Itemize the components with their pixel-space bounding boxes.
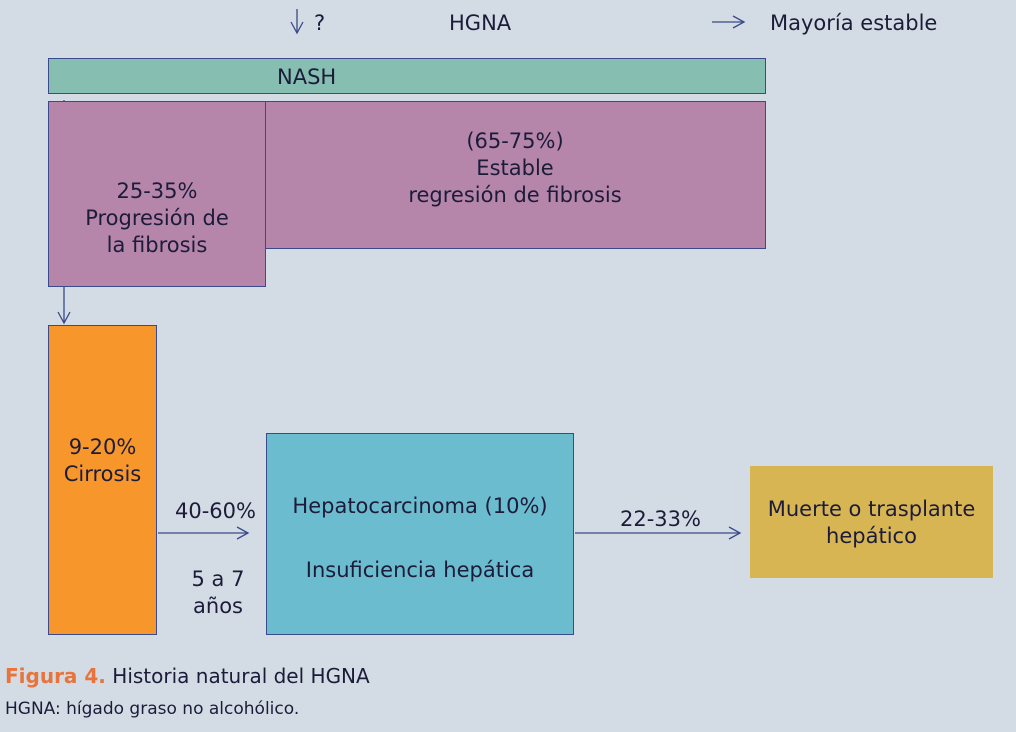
hgna-label: HGNA [449,11,512,35]
figure-note: HGNA: hígado graso no alcohólico. [5,699,300,719]
stable-regression: regresión de fibrosis [408,183,622,207]
nash-label: NASH [277,65,337,89]
figure-label: Figura 4. [5,664,106,688]
figure-caption: Figura 4. Historia natural del HGNA [5,664,370,688]
transition1-years-line2: años [193,594,243,618]
outcome-line2: hepático [826,524,917,548]
mayoria-estable-label: Mayoría estable [770,11,938,35]
outcome-line1: Muerte o trasplante [767,497,976,521]
progression-box: 25-35% Progresión de la fibrosis [48,101,266,287]
transition2-percent: 22-33% [620,507,701,531]
progression-fibrosis: la fibrosis [106,233,208,257]
outcome-box: Muerte o trasplante hepático [750,466,993,578]
stable-box: (65-75%) Estable regresión de fibrosis [264,101,766,249]
transition1-years-line1: 5 a 7 [191,567,245,591]
question-mark: ? [314,11,326,35]
figure-title: Historia natural del HGNA [112,664,370,688]
stable-percent: (65-75%) [466,129,564,153]
cirrhosis-label: Cirrosis [63,462,142,486]
cirrhosis-box: 9-20% Cirrosis [48,325,157,635]
hepatocarcinoma-label: Hepatocarcinoma (10%) [292,494,548,518]
stable-label: Estable [476,156,554,180]
complications-box: Hepatocarcinoma (10%) Insuficiencia hepá… [266,433,574,635]
insuficiencia-label: Insuficiencia hepática [305,558,535,582]
nash-bar: NASH [48,58,766,94]
progression-label: Progresión de [85,206,229,230]
transition1-years: 5 a 7 años [178,566,258,620]
cirrhosis-percent: 9-20% [68,435,137,459]
transition1-percent: 40-60% [175,499,256,523]
progression-percent: 25-35% [116,179,198,203]
